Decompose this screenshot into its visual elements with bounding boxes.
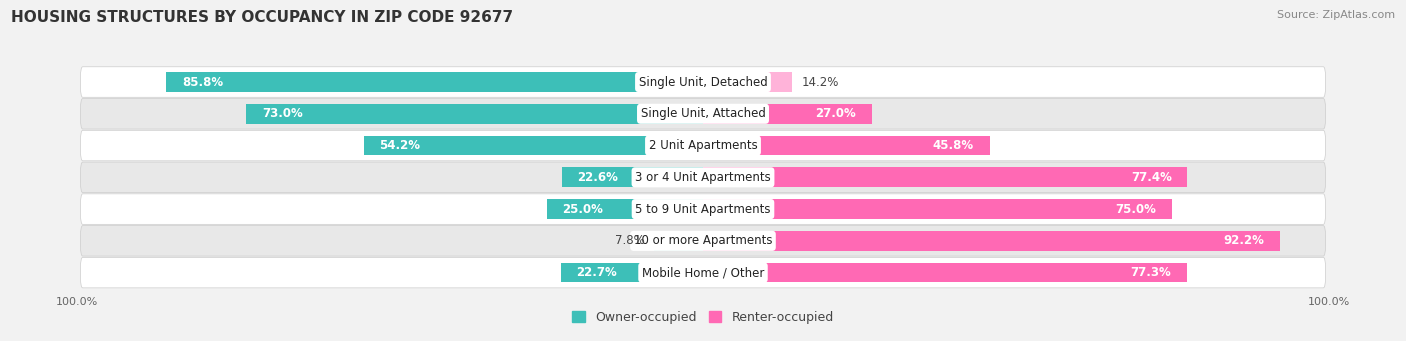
Legend: Owner-occupied, Renter-occupied: Owner-occupied, Renter-occupied [568,306,838,329]
Bar [364,136,703,155]
Bar [547,199,703,219]
Text: 75.0%: 75.0% [1116,203,1157,216]
Text: 7.8%: 7.8% [614,234,645,247]
Text: 45.8%: 45.8% [932,139,974,152]
FancyBboxPatch shape [80,162,1326,193]
FancyBboxPatch shape [80,194,1326,224]
Bar [703,136,990,155]
Text: 85.8%: 85.8% [181,75,224,89]
Text: 22.6%: 22.6% [578,171,619,184]
Text: 77.3%: 77.3% [1130,266,1171,279]
Bar [654,231,703,251]
Text: Source: ZipAtlas.com: Source: ZipAtlas.com [1277,10,1395,20]
Text: 10 or more Apartments: 10 or more Apartments [634,234,772,247]
Text: 3 or 4 Unit Apartments: 3 or 4 Unit Apartments [636,171,770,184]
Bar [561,263,703,282]
Text: Single Unit, Detached: Single Unit, Detached [638,75,768,89]
Text: 2 Unit Apartments: 2 Unit Apartments [648,139,758,152]
Bar [703,72,792,92]
Bar [166,72,703,92]
Bar [703,263,1187,282]
Bar [246,104,703,124]
Text: 25.0%: 25.0% [562,203,603,216]
Bar [703,199,1173,219]
Text: Single Unit, Attached: Single Unit, Attached [641,107,765,120]
Text: 22.7%: 22.7% [576,266,617,279]
Text: 54.2%: 54.2% [380,139,420,152]
Bar [703,167,1187,187]
Text: 5 to 9 Unit Apartments: 5 to 9 Unit Apartments [636,203,770,216]
Text: 73.0%: 73.0% [262,107,302,120]
Text: 27.0%: 27.0% [815,107,856,120]
Bar [561,167,703,187]
Bar [703,104,872,124]
Bar [703,231,1279,251]
Text: Mobile Home / Other: Mobile Home / Other [641,266,765,279]
Text: 14.2%: 14.2% [801,75,838,89]
Text: HOUSING STRUCTURES BY OCCUPANCY IN ZIP CODE 92677: HOUSING STRUCTURES BY OCCUPANCY IN ZIP C… [11,10,513,25]
Text: 77.4%: 77.4% [1130,171,1171,184]
Text: 92.2%: 92.2% [1223,234,1264,247]
FancyBboxPatch shape [80,99,1326,129]
FancyBboxPatch shape [80,67,1326,97]
FancyBboxPatch shape [80,257,1326,288]
FancyBboxPatch shape [80,130,1326,161]
FancyBboxPatch shape [80,226,1326,256]
